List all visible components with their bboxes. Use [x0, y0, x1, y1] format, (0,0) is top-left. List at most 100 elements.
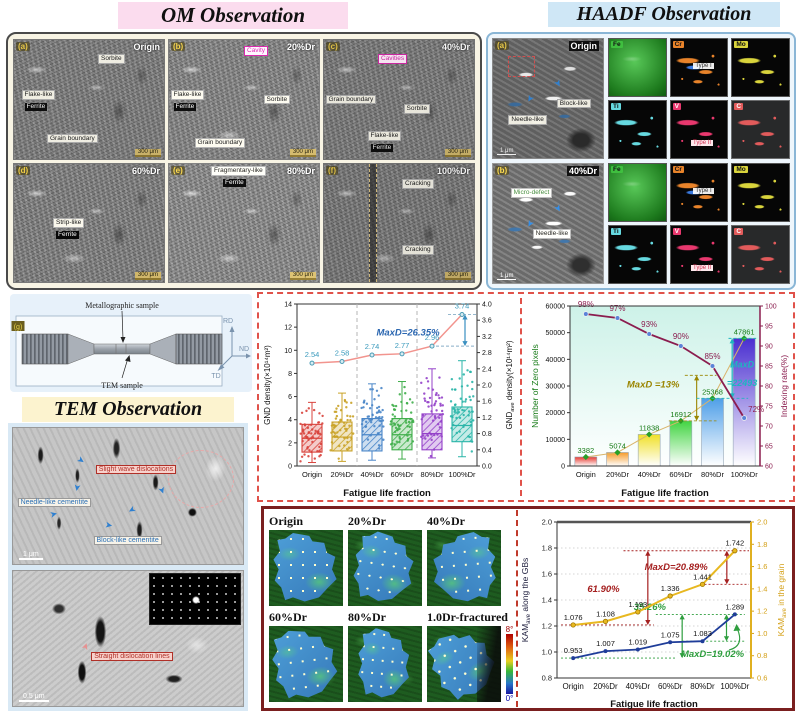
- specimen-thread-left: [21, 333, 69, 365]
- scale-bar: 300 μm: [444, 272, 471, 280]
- svg-text:1.007: 1.007: [596, 639, 615, 648]
- svg-text:GNDave density(×10¹⁴m²): GNDave density(×10¹⁴m²): [505, 340, 516, 429]
- svg-text:1.441: 1.441: [693, 572, 712, 581]
- svg-text:70: 70: [765, 424, 773, 431]
- kam-map-image: [348, 530, 422, 606]
- svg-text:3.74: 3.74: [455, 302, 470, 311]
- annotation-label: Grain boundary: [47, 133, 98, 144]
- element-label: V: [672, 103, 681, 110]
- annotation-label: Fragmentary-like: [211, 165, 266, 176]
- svg-text:0: 0: [561, 464, 565, 471]
- svg-text:2.58: 2.58: [335, 349, 350, 358]
- element-label: Ti: [611, 103, 621, 110]
- grain-blob: [429, 530, 500, 605]
- svg-text:11838: 11838: [639, 423, 659, 432]
- svg-text:10000: 10000: [546, 437, 566, 444]
- eds-map-ti: Ti: [608, 100, 667, 159]
- kam-map-cell: 60%Dr: [269, 608, 343, 702]
- kam-map-cell: 80%Dr: [348, 608, 422, 702]
- svg-text:2.74: 2.74: [365, 342, 380, 351]
- svg-text:90: 90: [765, 344, 773, 351]
- scale-bar: 300 μm: [289, 148, 316, 157]
- svg-text:80%Dr: 80%Dr: [701, 470, 724, 479]
- svg-text:MaxD =13%: MaxD =13%: [627, 379, 680, 390]
- svg-text:40%Dr: 40%Dr: [626, 682, 651, 691]
- svg-text:10: 10: [284, 348, 292, 355]
- annotation-label: Sorbite: [263, 94, 291, 105]
- svg-text:85: 85: [765, 364, 773, 371]
- svg-text:4.0: 4.0: [482, 302, 492, 309]
- specimen-panel-id: (g): [14, 324, 23, 331]
- annotation-label: Flake-like: [21, 89, 56, 100]
- panel-id-label: (f): [326, 165, 338, 175]
- svg-text:GND density(×10¹⁴m²): GND density(×10¹⁴m²): [263, 345, 272, 425]
- haadf-section-title: HAADF Observation: [548, 2, 780, 27]
- element-label: Fe: [611, 41, 623, 48]
- ebsd-charts-panel: 0 2 4 6 8 10 12 14 0.0 0.4 0.8 1.2 1.6 2.0 2.4 2.8 3.2 3.…: [257, 292, 795, 502]
- specimen-thread-right: [175, 333, 223, 365]
- panel-id-label: (a): [495, 41, 509, 50]
- annotation-label: Micro-defect: [510, 187, 553, 198]
- panel-id-label: (e): [171, 165, 185, 175]
- svg-text:60%Dr: 60%Dr: [391, 470, 414, 479]
- kam-map-title: 1.0Dr-fractured: [427, 610, 508, 624]
- annotation-label: Needle-like cementite: [17, 498, 91, 508]
- type-annotation: Type II: [691, 264, 714, 271]
- tem-images: Slight wave dislocations Needle-like ceme…: [8, 423, 248, 711]
- svg-text:80%Dr: 80%Dr: [421, 470, 444, 479]
- specimen-svg: (g) Metallographic sample TEM sample RD …: [11, 301, 251, 390]
- scale-bar: 300 μm: [444, 148, 471, 157]
- haadf-row-b: (b) 40%Dr Micro-defect Needle-like ➤ ➤ 1 μm Fe C…: [492, 163, 790, 284]
- svg-text:95: 95: [765, 324, 773, 331]
- om-micrograph-b: (b) 20%Dr Cavity Flake-like Ferrite Sorbite Gr…: [168, 39, 320, 160]
- arrow-icon: ➤: [71, 483, 83, 493]
- element-label: Cr: [672, 41, 684, 48]
- element-label: C: [734, 103, 744, 110]
- kam-map-cell: 20%Dr: [348, 512, 422, 606]
- svg-text:Number of Zero pixels: Number of Zero pixels: [530, 344, 540, 428]
- svg-text:1.4: 1.4: [757, 584, 767, 593]
- scale-bar: 300 μm: [134, 148, 161, 157]
- svg-text:2.54: 2.54: [305, 350, 320, 359]
- eds-map-grid: Fe Cr Type I Mo Ti V Type II C: [608, 38, 790, 159]
- svg-text:MaxD=20.89%: MaxD=20.89%: [645, 562, 709, 573]
- scale-bar: 300 μm: [134, 272, 161, 280]
- svg-text:60000: 60000: [546, 304, 566, 311]
- svg-text:1.076: 1.076: [564, 613, 583, 622]
- eds-map-mo: Mo: [731, 163, 790, 222]
- svg-text:100%Dr: 100%Dr: [731, 470, 759, 479]
- eds-map-fe: Fe: [608, 163, 667, 222]
- metallographic-sample-label: Metallographic sample: [85, 301, 159, 310]
- haadf-micrograph: (b) 40%Dr Micro-defect Needle-like ➤ ➤ 1 μm: [492, 163, 604, 284]
- svg-text:3.6: 3.6: [482, 318, 492, 325]
- svg-text:25368: 25368: [702, 387, 723, 396]
- annotation-label: Block-like cementite: [93, 536, 162, 546]
- arrow-icon: ➤: [104, 519, 114, 531]
- svg-text:85%: 85%: [704, 352, 720, 361]
- eds-map-c: C: [731, 100, 790, 159]
- zero-pixels-chart: 0 10000 20000 30000 40000 50000 60000 60 65 70 75 8…: [530, 300, 789, 499]
- eds-map-v: V Type II: [669, 100, 729, 159]
- condition-label: 80%Dr: [286, 165, 315, 176]
- kam-panel: Origin 20%Dr 40%Dr 60%Dr 80%Dr 1.0Dr-fracture…: [261, 506, 795, 711]
- annotation-label: Slight wave dislocations: [95, 464, 177, 474]
- arrow-icon: ➤: [48, 508, 59, 521]
- colorbar-gradient: [506, 634, 513, 694]
- svg-text:72%: 72%: [748, 405, 764, 414]
- svg-text:75: 75: [765, 404, 773, 411]
- colorbar-min-label: 0°: [505, 694, 514, 703]
- svg-text:2.0: 2.0: [542, 518, 552, 527]
- svg-text:50000: 50000: [546, 330, 566, 337]
- eds-map-cr: Cr Type I: [669, 38, 729, 97]
- svg-text:97%: 97%: [609, 304, 625, 313]
- axis-td-label: TD: [211, 373, 220, 380]
- svg-text:1.8: 1.8: [542, 544, 552, 553]
- svg-text:3382: 3382: [577, 446, 594, 455]
- svg-text:2.8: 2.8: [482, 350, 492, 357]
- arrow-icon: ➤: [523, 217, 537, 230]
- svg-text:KAMave in the grain: KAMave in the grain: [776, 563, 788, 636]
- svg-text:0: 0: [288, 464, 292, 471]
- svg-text:1.4: 1.4: [542, 596, 552, 605]
- svg-text:5074: 5074: [609, 441, 626, 450]
- svg-text:12: 12: [284, 325, 292, 332]
